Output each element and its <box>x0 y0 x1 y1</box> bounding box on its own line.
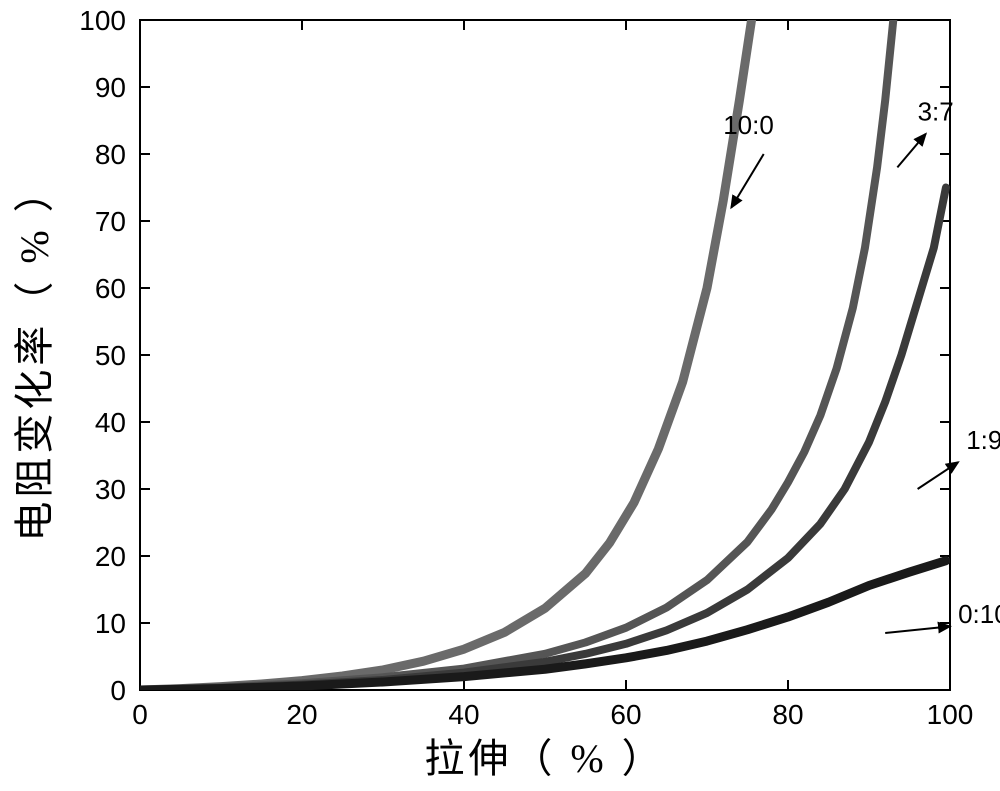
y-tick-label: 30 <box>95 474 126 505</box>
y-tick-label: 90 <box>95 72 126 103</box>
arrow-3:7 <box>897 134 925 168</box>
y-axis-title: 电阻变化率（ % ） <box>12 168 57 541</box>
x-tick-label: 60 <box>610 699 641 730</box>
arrow-1:9 <box>918 462 959 489</box>
x-tick-label: 20 <box>286 699 317 730</box>
y-tick-label: 50 <box>95 340 126 371</box>
arrow-0:10 <box>885 626 950 633</box>
y-tick-label: 10 <box>95 608 126 639</box>
series-10:0 <box>140 20 752 690</box>
series-3:7 <box>140 20 893 690</box>
y-tick-label: 20 <box>95 541 126 572</box>
label-1:9: 1:9 <box>966 425 1000 455</box>
y-tick-label: 0 <box>110 675 126 706</box>
y-tick-label: 80 <box>95 139 126 170</box>
series-0:10 <box>140 561 946 690</box>
x-tick-label: 0 <box>132 699 148 730</box>
arrow-10:0 <box>731 154 763 208</box>
x-axis-title: 拉伸（ % ） <box>424 736 665 781</box>
x-tick-label: 40 <box>448 699 479 730</box>
x-axis-ticks: 0 20 40 60 80 100 <box>132 20 973 730</box>
plot-frame <box>140 20 950 690</box>
series-labels: 10:0 3:7 1:9 0:10 <box>723 97 1000 634</box>
y-tick-label: 70 <box>95 206 126 237</box>
y-tick-label: 100 <box>79 5 126 36</box>
chart-svg: 0 20 40 60 80 100 0 10 20 30 40 50 60 70 80 90 100 10:0… <box>0 0 1000 791</box>
x-tick-label: 80 <box>772 699 803 730</box>
label-10:0: 10:0 <box>723 110 774 140</box>
series-group <box>140 20 946 690</box>
y-tick-label: 60 <box>95 273 126 304</box>
chart-container: 0 20 40 60 80 100 0 10 20 30 40 50 60 70 80 90 100 10:0… <box>0 0 1000 791</box>
y-tick-label: 40 <box>95 407 126 438</box>
label-0:10: 0:10 <box>958 599 1000 629</box>
x-tick-label: 100 <box>927 699 974 730</box>
label-3:7: 3:7 <box>918 97 954 127</box>
